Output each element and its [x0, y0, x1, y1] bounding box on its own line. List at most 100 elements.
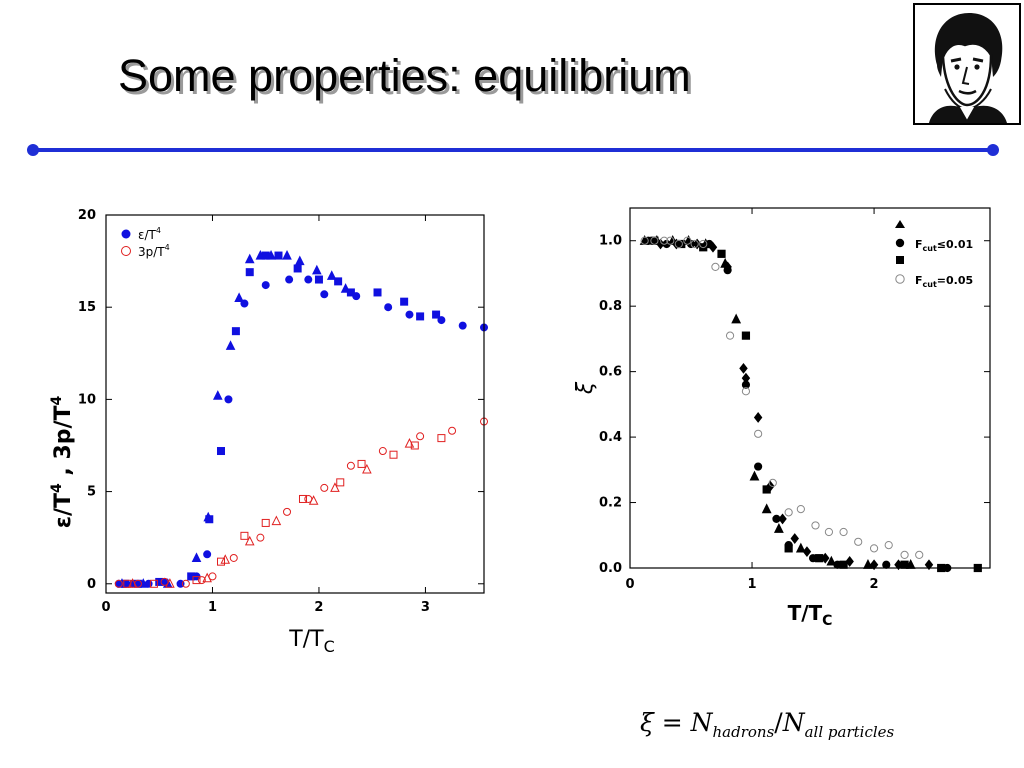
data-point	[660, 236, 669, 245]
data-point	[234, 292, 244, 302]
data-point	[240, 531, 249, 540]
data-point	[202, 572, 212, 583]
left-plot-frame	[105, 214, 485, 594]
data-point	[754, 462, 763, 471]
data-point	[437, 434, 446, 443]
data-point	[674, 239, 683, 249]
legend-marker-energy	[121, 229, 131, 239]
left-y-axis-label: ε/T4 , 3p/T4	[50, 395, 76, 528]
data-point	[790, 533, 799, 544]
y-tick-label: 15	[78, 300, 96, 315]
data-point	[229, 553, 238, 562]
data-point	[308, 495, 319, 505]
left-legend: ε/T4 3p/T4	[121, 226, 170, 259]
data-point	[181, 579, 190, 588]
data-point	[274, 251, 283, 260]
data-point	[224, 395, 233, 404]
data-point	[869, 544, 879, 553]
data-point	[796, 504, 805, 514]
right-legend: Fcut≤0.01 Fcut=0.05	[895, 220, 973, 289]
legend-label-pressure: 3p/T4	[138, 243, 170, 259]
data-point	[839, 527, 848, 537]
data-point	[294, 255, 305, 266]
data-point	[725, 331, 735, 340]
data-point	[378, 447, 387, 456]
data-point	[244, 253, 255, 264]
x-tick-label: 2	[314, 600, 323, 615]
data-point	[114, 579, 123, 588]
data-point	[768, 478, 777, 488]
legend-marker-circle-filled	[895, 238, 905, 248]
y-tick-label: 20	[78, 208, 96, 223]
data-point	[191, 552, 202, 562]
right-data-points	[639, 235, 982, 573]
data-point	[293, 264, 302, 273]
legend-label-fcut-001: Fcut≤0.01	[915, 238, 973, 253]
data-point	[404, 438, 415, 448]
data-point	[882, 560, 891, 569]
y-tick-label: 0.6	[599, 365, 622, 380]
y-tick-label: 0.8	[599, 299, 622, 314]
data-point	[314, 275, 323, 284]
data-point	[845, 556, 854, 567]
legend-marker-square	[896, 256, 904, 264]
data-point	[155, 577, 164, 586]
data-point	[285, 275, 294, 284]
data-point	[811, 521, 820, 530]
data-point	[220, 554, 231, 564]
data-point	[826, 555, 837, 566]
data-point	[255, 249, 266, 260]
data-point	[357, 459, 366, 468]
data-point	[773, 523, 784, 533]
hadron-fraction-formula: ξ = Nhadrons/Nall particles	[640, 708, 895, 741]
data-point	[753, 412, 763, 423]
data-point	[795, 542, 806, 553]
goethe-portrait-icon	[913, 3, 1021, 125]
data-point	[400, 297, 409, 306]
data-point	[711, 262, 720, 272]
data-point	[416, 432, 425, 441]
data-point	[754, 429, 763, 438]
data-point	[700, 238, 711, 249]
right-plot-frame	[629, 207, 991, 569]
data-point	[762, 485, 771, 494]
y-tick-label: 0.4	[599, 430, 622, 445]
legend-label-energy: ε/T4	[138, 226, 161, 242]
data-point	[203, 550, 212, 559]
data-point	[192, 576, 201, 585]
legend-marker-pressure	[121, 246, 131, 256]
data-point	[197, 576, 206, 585]
data-point	[651, 235, 662, 245]
x-tick-label: 1	[208, 600, 217, 615]
data-point	[231, 327, 240, 336]
data-point	[266, 249, 276, 260]
data-point	[741, 380, 751, 389]
left-axis-ticks: 0 1 2 3 0 5 10 15 20	[78, 208, 484, 615]
x-tick-label: 0	[625, 577, 634, 592]
left-data-points	[114, 249, 488, 588]
data-point	[282, 249, 292, 260]
data-point	[690, 239, 699, 249]
data-point	[212, 390, 223, 400]
data-point	[824, 527, 834, 537]
data-point	[312, 264, 322, 275]
data-point	[298, 494, 307, 503]
data-point	[320, 483, 329, 492]
data-point	[839, 560, 848, 569]
data-point	[720, 257, 731, 268]
data-point	[271, 515, 282, 526]
x-tick-label: 1	[748, 577, 757, 592]
legend-marker-triangle	[895, 220, 905, 228]
right-x-axis-label: T/TC	[788, 601, 833, 629]
data-point	[749, 470, 760, 481]
data-point	[256, 533, 265, 542]
x-tick-label: 2	[870, 577, 879, 592]
data-point	[261, 518, 270, 527]
data-point	[283, 507, 292, 516]
data-point	[416, 312, 425, 321]
data-point	[149, 579, 158, 588]
y-tick-label: 0.0	[599, 561, 622, 576]
legend-marker-circle-open	[895, 274, 905, 284]
data-point	[334, 277, 343, 286]
data-point	[815, 554, 824, 563]
